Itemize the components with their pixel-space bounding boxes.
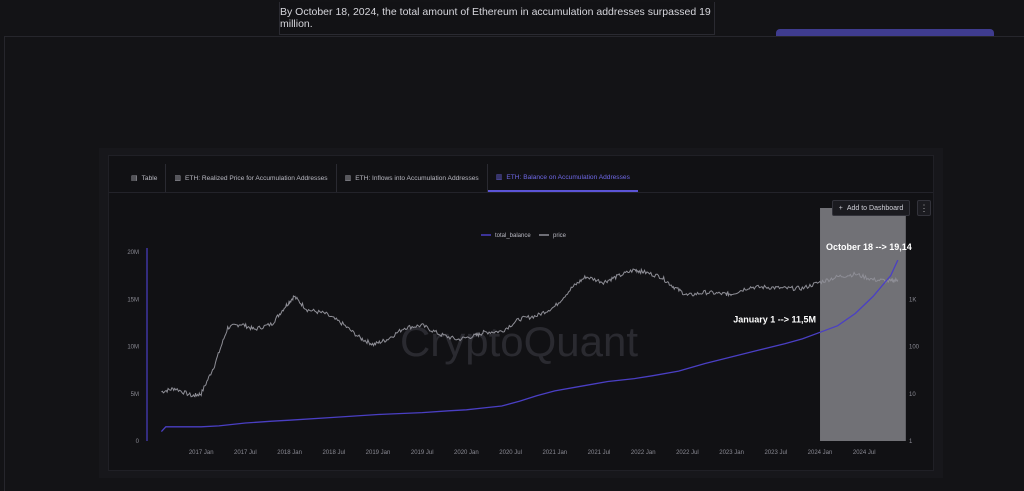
x-tick-label: 2024 Jan <box>808 450 833 456</box>
y-left-tick-label: 0 <box>136 439 140 445</box>
x-tick-label: 2021 Jul <box>588 450 611 456</box>
y-left-tick-label: 15M <box>127 297 139 303</box>
x-tick-label: 2023 Jan <box>719 450 744 456</box>
x-tick-label: 2020 Jan <box>454 450 479 456</box>
legend-label-total-balance: total_balance <box>495 233 531 239</box>
chart-tabs: ▤ Table ▥ ETH: Realized Price for Accumu… <box>123 164 638 192</box>
caption: By October 18, 2024, the total amount of… <box>279 2 715 35</box>
x-tick-label: 2019 Jul <box>411 450 434 456</box>
x-tick-label: 2020 Jul <box>499 450 522 456</box>
annotation-january: January 1 --> 11,5M <box>733 314 816 324</box>
chart-panel: ▤ Table ▥ ETH: Realized Price for Accumu… <box>108 155 934 471</box>
price-series-line <box>161 267 899 398</box>
bar-chart-icon: ▥ <box>174 175 182 182</box>
add-to-dashboard-button[interactable]: + Add to Dashboard <box>832 200 910 216</box>
watermark: CryptoQuant <box>400 318 638 365</box>
tab-label: ETH: Inflows into Accumulation Addresses <box>355 174 479 182</box>
annotation-october: October 18 --> 19,14 <box>826 242 912 252</box>
y-right-tick-label: 1 <box>909 439 913 445</box>
y-left-tick-label: 10M <box>127 345 139 351</box>
tab-balance[interactable]: ▥ ETH: Balance on Accumulation Addresses <box>487 164 638 192</box>
tab-label: ETH: Realized Price for Accumulation Add… <box>185 174 328 182</box>
tab-inflows[interactable]: ▥ ETH: Inflows into Accumulation Address… <box>337 164 488 192</box>
x-tick-label: 2023 Jul <box>764 450 787 456</box>
chart-svg: CryptoQuant 0 5M 10M 15M 20M 1 10 100 1K 2017 Jan 2… <box>127 208 920 456</box>
x-tick-label: 2017 Jan <box>189 450 214 456</box>
y-right-tick-label: 1K <box>909 297 916 303</box>
tab-label: Table <box>141 174 158 182</box>
legend-label-price: price <box>553 233 567 239</box>
plus-icon: + <box>838 204 843 212</box>
add-to-dashboard-label: Add to Dashboard <box>846 204 904 212</box>
x-tick-label: 2024 Jul <box>853 450 876 456</box>
bar-chart-icon: ▥ <box>495 174 503 181</box>
purple-banner[interactable] <box>776 29 994 36</box>
y-right-tick-label: 100 <box>909 345 920 351</box>
y-left-tick-label: 5M <box>131 392 139 398</box>
more-options-button[interactable]: ⋮ <box>917 200 931 216</box>
tab-table[interactable]: ▤ Table <box>123 164 167 192</box>
tab-label: ETH: Balance on Accumulation Addresses <box>506 173 630 181</box>
x-tick-label: 2021 Jan <box>542 450 567 456</box>
chart-card: ▤ Table ▥ ETH: Realized Price for Accumu… <box>99 148 943 478</box>
x-tick-label: 2018 Jan <box>277 450 302 456</box>
highlight-region <box>820 208 906 441</box>
x-tick-label: 2019 Jan <box>366 450 391 456</box>
tab-realized-price[interactable]: ▥ ETH: Realized Price for Accumulation A… <box>166 164 337 192</box>
x-tick-label: 2018 Jul <box>322 450 345 456</box>
y-left-tick-label: 20M <box>127 250 139 256</box>
kebab-menu-icon: ⋮ <box>919 202 929 213</box>
bar-chart-icon: ▥ <box>344 175 352 182</box>
x-tick-label: 2022 Jan <box>631 450 656 456</box>
table-icon: ▤ <box>131 175 138 182</box>
total-balance-series-line <box>160 259 899 433</box>
y-right-tick-label: 10 <box>909 392 916 398</box>
tabs-divider <box>109 192 933 193</box>
x-tick-label: 2022 Jul <box>676 450 699 456</box>
x-tick-label: 2017 Jul <box>234 450 257 456</box>
